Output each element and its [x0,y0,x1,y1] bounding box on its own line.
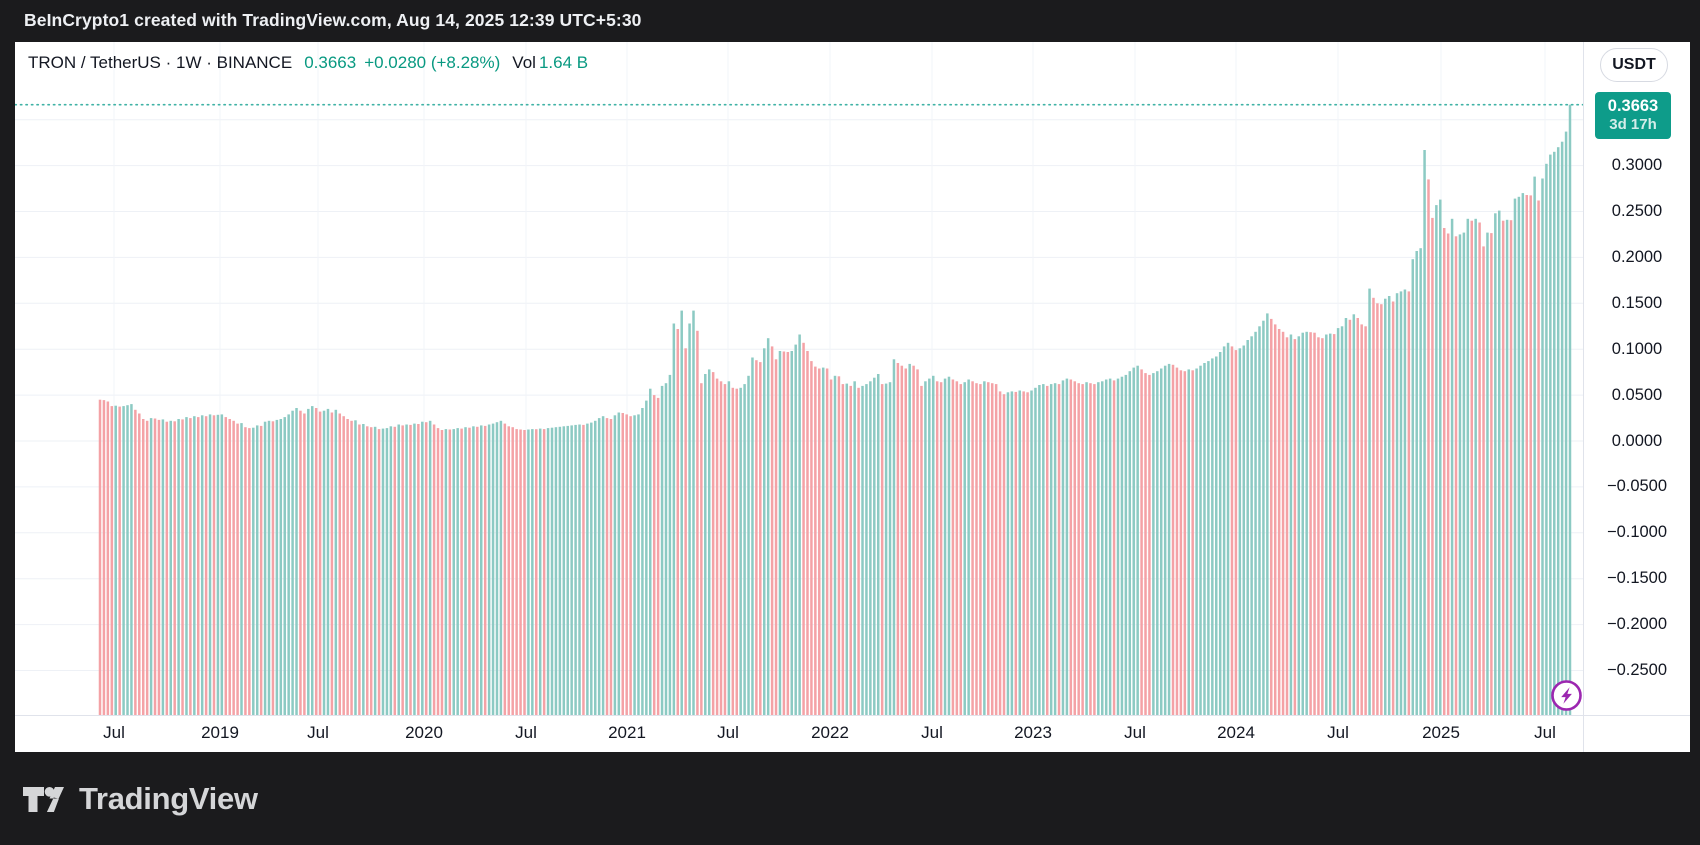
price-tick-label: 0.2000 [1611,247,1663,266]
instant-trading-button[interactable] [1550,679,1583,712]
axis-corner [1583,715,1690,752]
time-tick-label: Jul [1534,723,1556,742]
time-tick-label: Jul [307,723,329,742]
price-tick-label: 0.0500 [1611,385,1663,404]
last-price-badge: 0.3663 3d 17h [1595,92,1671,139]
time-tick-label: Jul [1124,723,1146,742]
time-tick-label: Jul [103,723,125,742]
bar-countdown: 3d 17h [1609,116,1657,134]
time-tick-label: Jul [1327,723,1349,742]
price-tick-label: 0.0000 [1611,431,1663,450]
last-price-value: 0.3663 [304,53,357,72]
time-tick-label: Jul [515,723,537,742]
price-tick-label: 0.2500 [1611,202,1663,220]
footer-bar: TradingView [0,752,1700,845]
last-price-badge-value: 0.3663 [1607,96,1659,115]
time-tick-label: Jul [921,723,943,742]
time-tick-label: 2019 [201,723,239,742]
volume-label: Vol [512,53,536,72]
price-columns-chart [15,42,1583,715]
price-tick-label: −0.0500 [1606,477,1668,496]
price-tick-label: 0.1000 [1611,339,1663,358]
volume-value: 1.64 B [538,53,589,72]
price-tick-label: −0.2000 [1606,615,1668,634]
chart-panel: TRON / TetherUS · 1W · BINANCE 0.3663 +0… [15,42,1690,752]
time-tick-label: 2022 [811,723,849,742]
tradingview-logo-icon [23,786,64,812]
time-tick-label: 2025 [1422,723,1460,742]
attribution-bar: BeInCrypto1 created with TradingView.com… [0,0,1700,42]
time-tick-label: 2024 [1217,723,1255,742]
time-tick-label: 2021 [608,723,646,742]
tradingview-logo-text: TradingView [79,781,258,816]
price-tick-label: 0.3000 [1611,156,1663,175]
currency-toggle-button[interactable]: USDT [1600,48,1668,82]
chart-legend: TRON / TetherUS · 1W · BINANCE 0.3663 +0… [28,51,588,75]
symbol-title[interactable]: TRON / TetherUS · 1W · BINANCE [28,53,293,72]
time-scale[interactable]: Jul 2019 Jul 2020 Jul 2021 Jul 2022 Jul 2023 Jul 20… [15,715,1583,752]
price-tick-label: −0.2500 [1606,661,1668,679]
tradingview-logo[interactable]: TradingView [22,781,258,817]
price-tick-label: −0.1000 [1606,523,1668,542]
price-scale[interactable]: USDT 0.3663 3d 17h 0.3000 0.2500 0.2000 0.1… [1583,42,1690,715]
price-change-value: +0.0280 (+8.28%) [364,53,501,72]
time-tick-label: 2023 [1014,723,1052,742]
time-tick-label: 2020 [405,723,443,742]
attribution-text: BeInCrypto1 created with TradingView.com… [24,10,642,30]
lightning-icon [1551,680,1582,711]
price-tick-label: 0.1500 [1611,293,1663,312]
price-tick-label: −0.1500 [1606,569,1668,588]
time-tick-label: Jul [717,723,739,742]
chart-plot-area[interactable] [15,42,1583,715]
